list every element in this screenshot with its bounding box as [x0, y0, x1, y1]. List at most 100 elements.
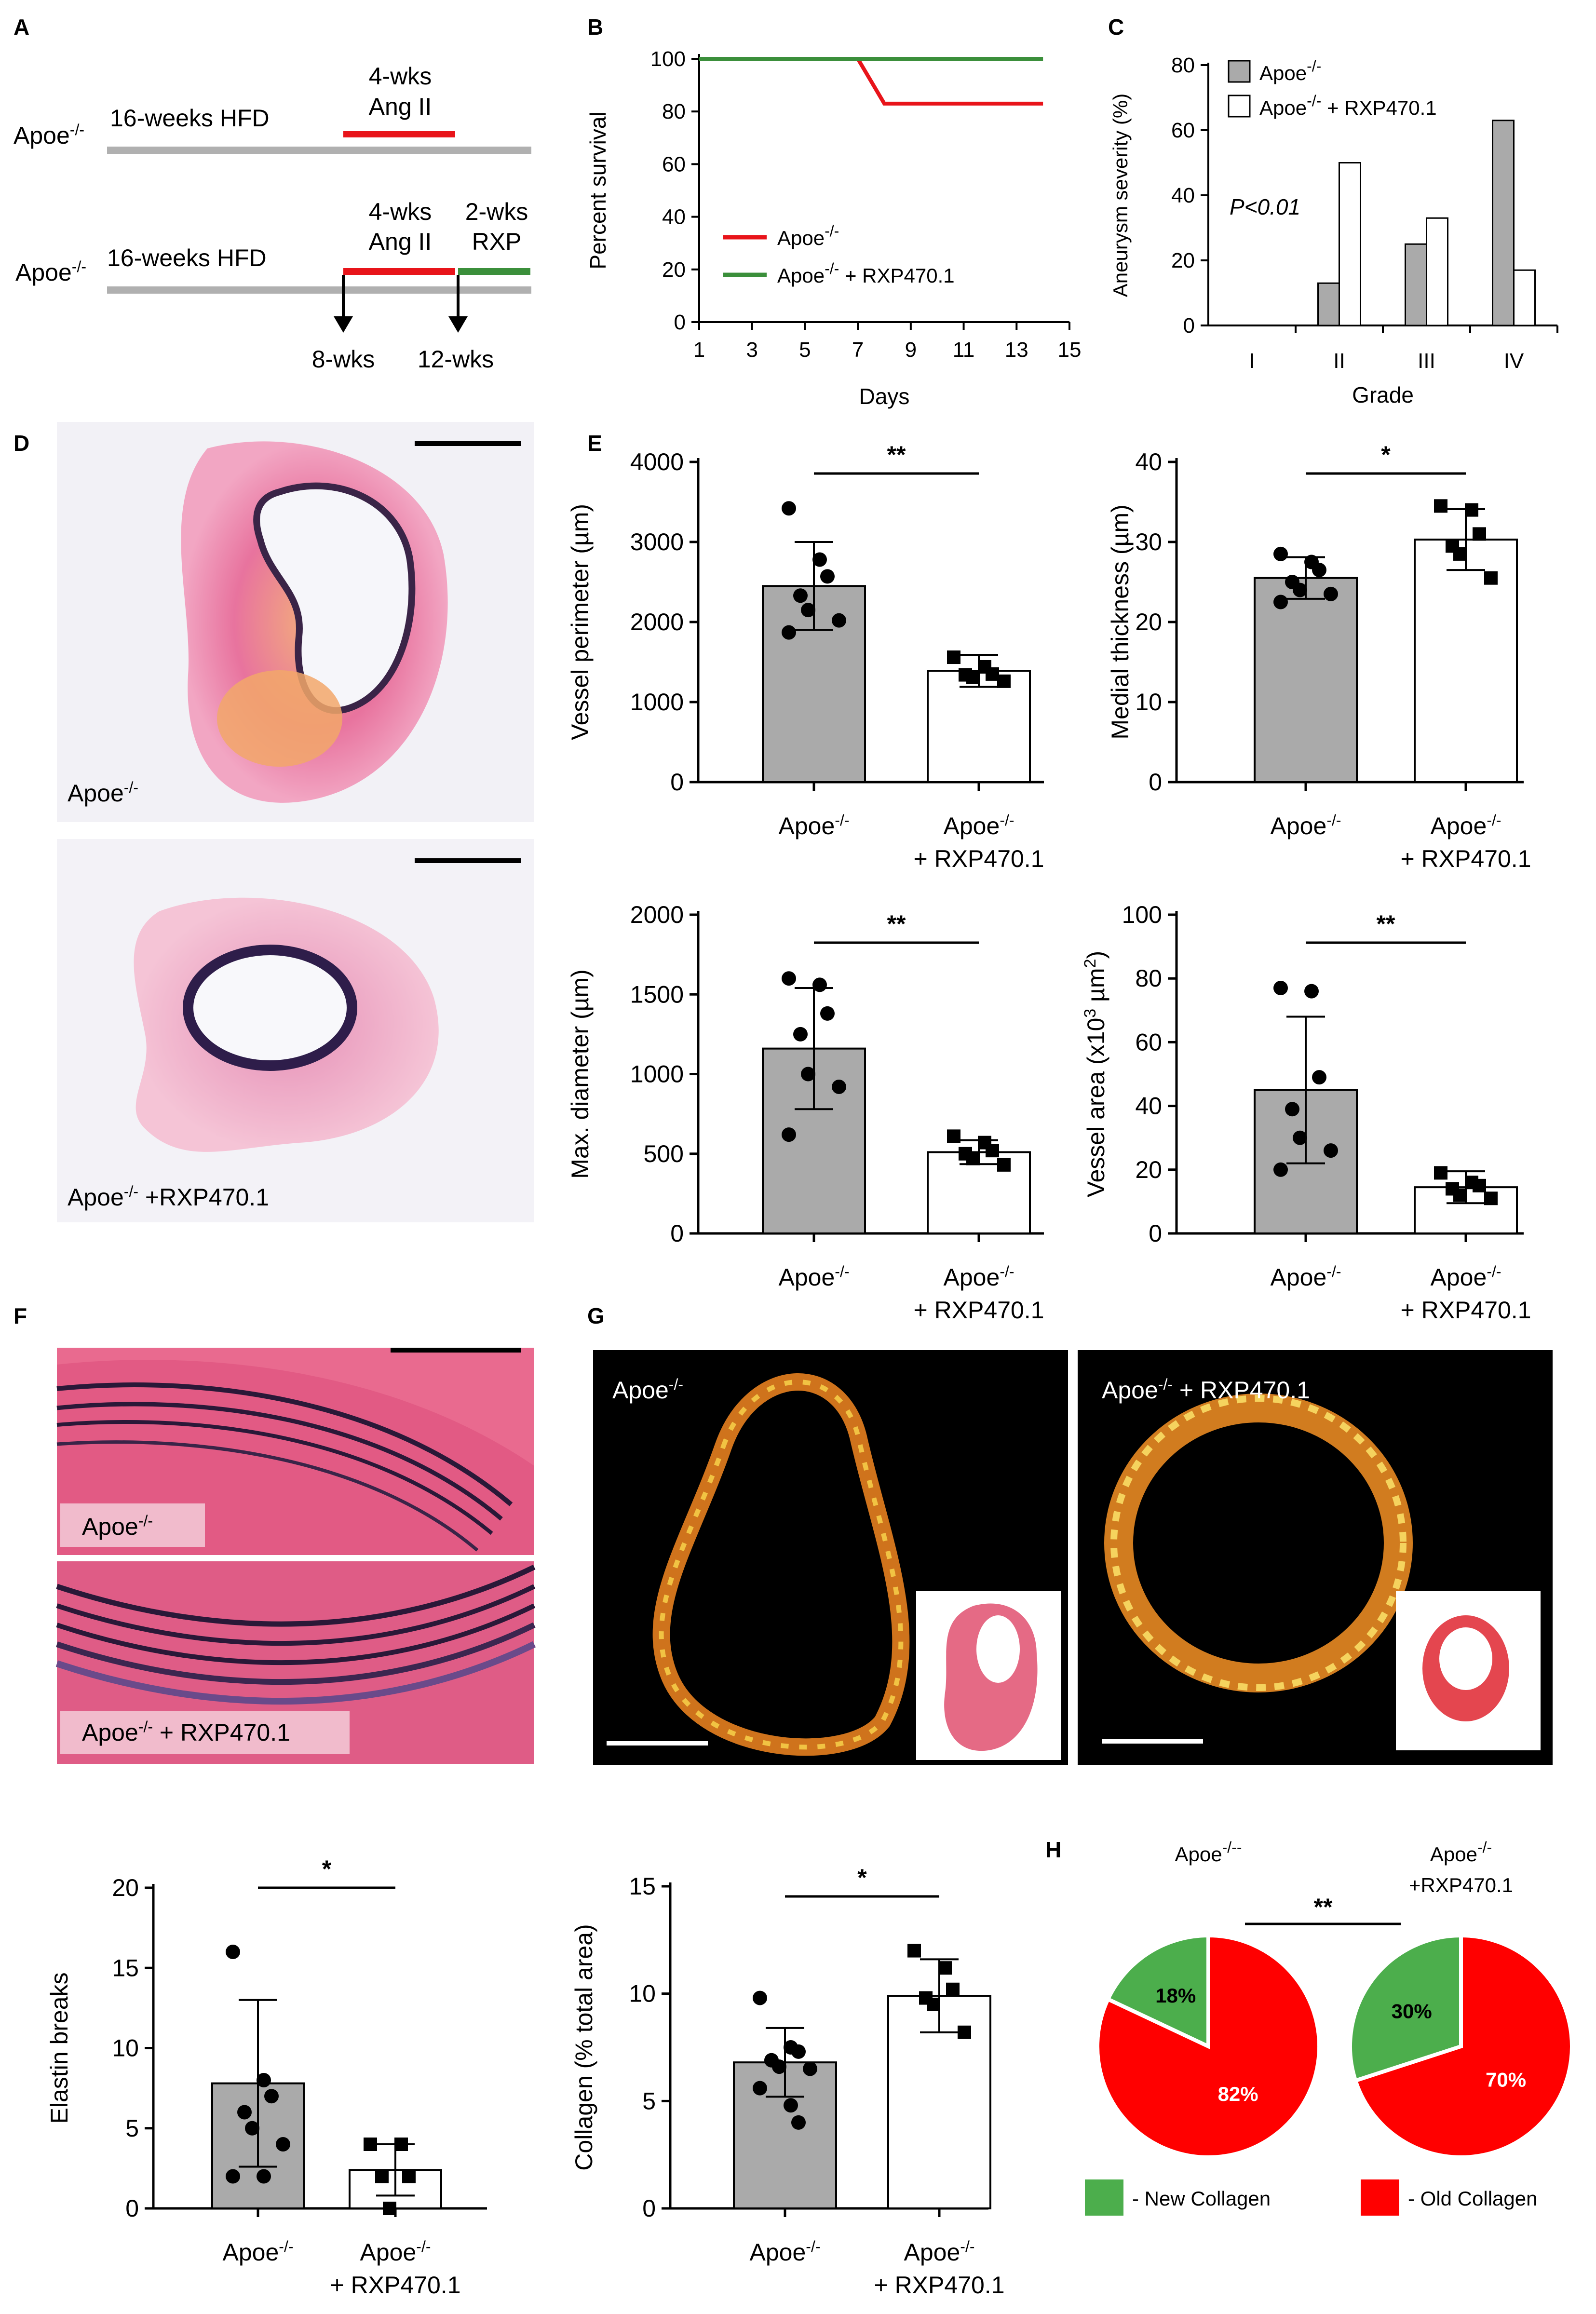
data-point — [997, 674, 1011, 688]
x-group-label-control: Apoe-/- — [779, 812, 850, 839]
collagen-age-pies: 18% 82% Apoe-/-- 30% 70% Apoe-/- +RXP470.1 ** - … — [1085, 1839, 1574, 2216]
significance-label: * — [857, 1864, 867, 1891]
y-tick-label: 60 — [1171, 119, 1195, 142]
a-row2-baseline — [107, 286, 531, 294]
y-tick-label: 40 — [1135, 1093, 1162, 1120]
vessel-area-chart: 0 20 40 60 80 100 ** Apoe-/- Apoe-/- + RXP470.1 Ve… — [1081, 901, 1531, 1324]
a-row2-hfd: 16-weeks HFD — [107, 244, 267, 271]
data-point — [1273, 595, 1288, 609]
data-point — [1453, 1188, 1467, 1202]
data-point — [257, 2073, 271, 2087]
y-axis-label: Medial thickness (µm) — [1107, 504, 1134, 739]
y-tick-label: 3000 — [630, 528, 684, 555]
f-image-apoe: Apoe-/- — [56, 1348, 534, 1555]
x-axis-label: Grade — [1352, 382, 1414, 407]
x-tick-label: 11 — [953, 338, 975, 362]
bar — [1414, 539, 1518, 784]
panel-label-a: A — [14, 14, 29, 40]
y-tick-label: 0 — [670, 769, 684, 796]
data-point — [966, 1151, 980, 1165]
a-row1-hfd: 16-weeks HFD — [110, 105, 270, 132]
data-point — [245, 2121, 259, 2136]
data-point — [820, 569, 835, 584]
x-group-label-control: Apoe-/- — [779, 1263, 850, 1291]
data-point — [958, 2025, 971, 2039]
bar — [1513, 269, 1536, 326]
data-point — [812, 552, 827, 567]
y-tick-label: 80 — [1171, 54, 1195, 77]
bar — [1317, 282, 1340, 326]
data-point — [1273, 981, 1288, 996]
y-tick-label: 5 — [642, 2087, 656, 2114]
elastin-breaks-chart: 0 5 10 15 20 * Apoe-/- Apoe-/- + RXP470.1 Elastin… — [46, 1855, 487, 2299]
pie-title-line2: +RXP470.1 — [1409, 1874, 1513, 1896]
y-tick-label: 60 — [1135, 1028, 1162, 1056]
bar — [1254, 577, 1358, 783]
panel-label-c: C — [1108, 14, 1124, 40]
significance-label: ** — [887, 910, 906, 937]
data-point — [938, 1961, 952, 1975]
data-point — [364, 2138, 377, 2151]
data-point — [1484, 571, 1498, 585]
y-axis-label: Max. diameter (µm) — [567, 969, 594, 1178]
data-point — [226, 2169, 240, 2184]
data-point — [947, 1129, 960, 1143]
max-diameter-chart: 0 500 1000 1500 2000 ** Apoe-/- Apoe-/- + RXP470… — [567, 901, 1044, 1324]
data-point — [907, 1944, 921, 1958]
data-point — [782, 1127, 796, 1142]
data-point — [1304, 984, 1319, 999]
legend-label: Apoe-/- — [1259, 57, 1321, 84]
y-tick-label: 10 — [1135, 689, 1162, 716]
bar — [1426, 217, 1448, 326]
panel-a: A Apoe-/- 16-weeks HFD 4-wks Ang II Apoe… — [14, 14, 531, 373]
a-row1-ang1: 4-wks — [369, 63, 432, 90]
x-group-label-treated-line2: + RXP470.1 — [1400, 1297, 1531, 1324]
x-tick-label: 1 — [693, 338, 705, 362]
y-tick-label: 1500 — [630, 981, 684, 1008]
x-tick-label: 7 — [852, 338, 864, 362]
g-image-apoe: Apoe-/- — [593, 1350, 1068, 1765]
y-tick-label: 60 — [662, 152, 686, 176]
x-tick-label: I — [1249, 349, 1255, 373]
legend-swatch — [1361, 2179, 1399, 2216]
a-row2-ang-bar — [343, 268, 455, 275]
panel-label-d: D — [14, 431, 29, 456]
a-row2-strain: Apoe-/- — [15, 258, 86, 286]
legend-swatch — [1228, 95, 1251, 118]
y-tick-label: 0 — [674, 311, 686, 334]
y-tick-label: 1000 — [630, 1061, 684, 1088]
d-image-rxp-label: Apoe-/- +RXP470.1 — [68, 1183, 269, 1211]
panel-label-b: B — [587, 14, 603, 40]
pie-title: Apoe-/-- — [1175, 1839, 1242, 1866]
f-image-apoe-label: Apoe-/- — [82, 1512, 153, 1540]
data-point — [257, 2169, 271, 2184]
data-point — [1293, 1130, 1307, 1145]
panel-g: G Apoe-/- Apoe-/- + RXP470.1 — [587, 1303, 1553, 1765]
data-point — [820, 1006, 835, 1021]
data-point — [986, 1144, 999, 1158]
pie-slice-label: 70% — [1486, 2069, 1526, 2091]
data-point — [1473, 1178, 1486, 1192]
g-image-apoe-label: Apoe-/- — [612, 1376, 683, 1404]
a-arrow1-label: 8-wks — [312, 346, 375, 373]
y-tick-label: 20 — [1171, 249, 1195, 272]
pie-slice-label: 18% — [1155, 1984, 1196, 2007]
data-point — [753, 2081, 767, 2096]
data-point — [1324, 586, 1338, 601]
bar — [1492, 120, 1515, 326]
bar — [1405, 243, 1427, 326]
data-point — [1293, 582, 1307, 597]
legend-label: Apoe-/- + RXP470.1 — [777, 260, 955, 287]
y-tick-label: 0 — [1149, 769, 1162, 796]
data-point — [383, 2202, 396, 2215]
data-point — [1324, 1143, 1338, 1158]
panel-h: H 18% 82% Apoe-/-- 30% 70% Apoe-/- +RXP470.1 **… — [1045, 1837, 1574, 2216]
data-point — [1273, 1162, 1288, 1177]
y-tick-label: 2000 — [630, 901, 684, 928]
legend-label: - New Collagen — [1132, 2187, 1271, 2210]
x-group-label-treated-line2: + RXP470.1 — [874, 2272, 1004, 2299]
a-row2-ang2: Ang II — [369, 228, 432, 255]
x-group-label-treated: Apoe-/- — [1431, 1263, 1501, 1291]
